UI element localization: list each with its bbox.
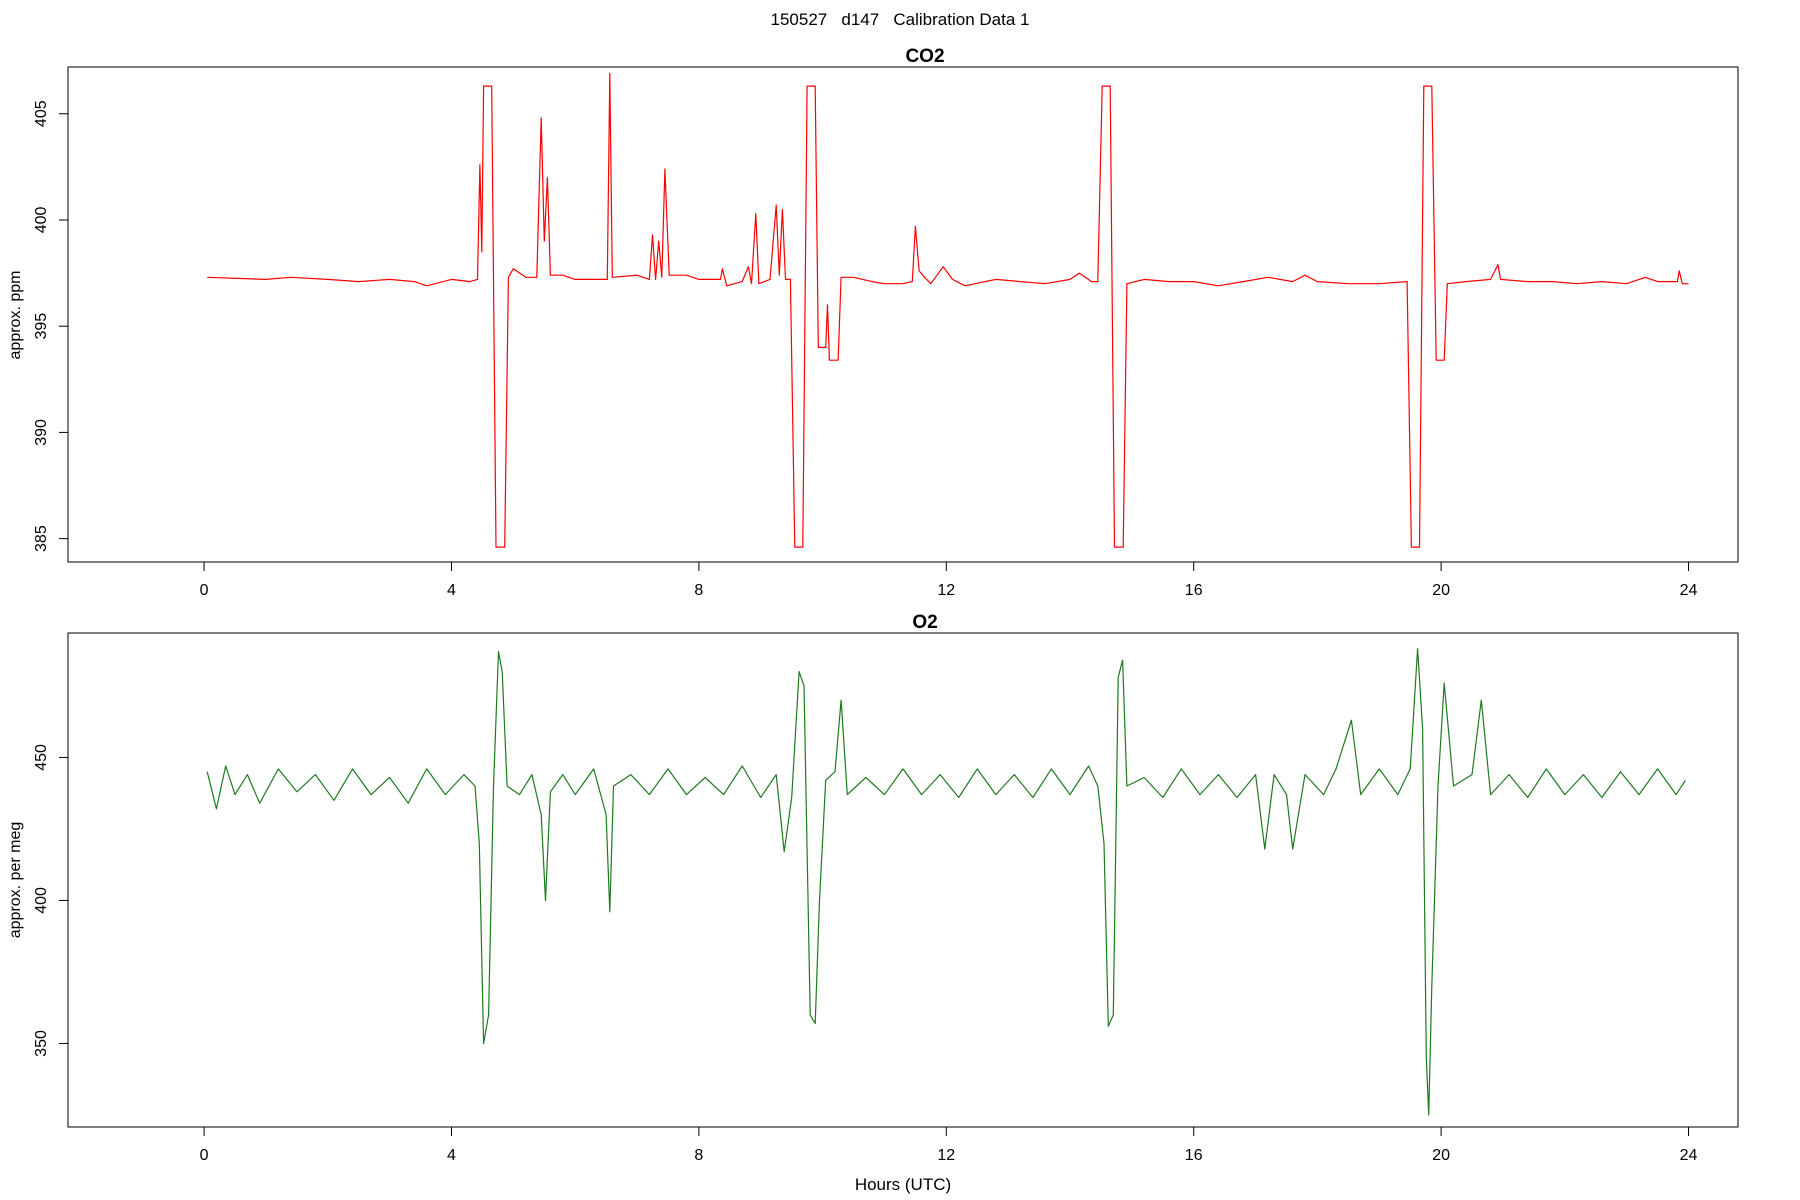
co2-series [207,72,1689,548]
co2-x-axis: 0 4 8 12 16 20 24 [200,561,1698,599]
co2-x-tick-label: 12 [937,582,955,599]
figure-title: 150527 d147 Calibration Data 1 [770,10,1030,29]
co2-x-tick-label: 24 [1680,582,1698,599]
co2-y-tick-label: 390 [33,419,50,446]
co2-y-tick-label: 395 [33,313,50,340]
co2-x-tick-label: 8 [694,582,703,599]
co2-plot-frame [67,66,1739,563]
co2-y-tick-label: 400 [33,207,50,234]
co2-x-tick-label: 16 [1185,582,1203,599]
co2-x-tick-label: 0 [200,582,209,599]
co2-y-axis: 385 390 395 400 405 [33,100,69,552]
co2-x-tick-label: 20 [1432,582,1450,599]
co2-series-line [207,72,1689,548]
co2-x-tick-label: 4 [447,582,456,599]
co2-y-tick-label: 405 [33,100,50,127]
co2-y-axis-label: approx. ppm [7,271,24,360]
co2-y-tick-label: 385 [33,525,50,552]
co2-chart-title: CO2 [905,46,944,67]
